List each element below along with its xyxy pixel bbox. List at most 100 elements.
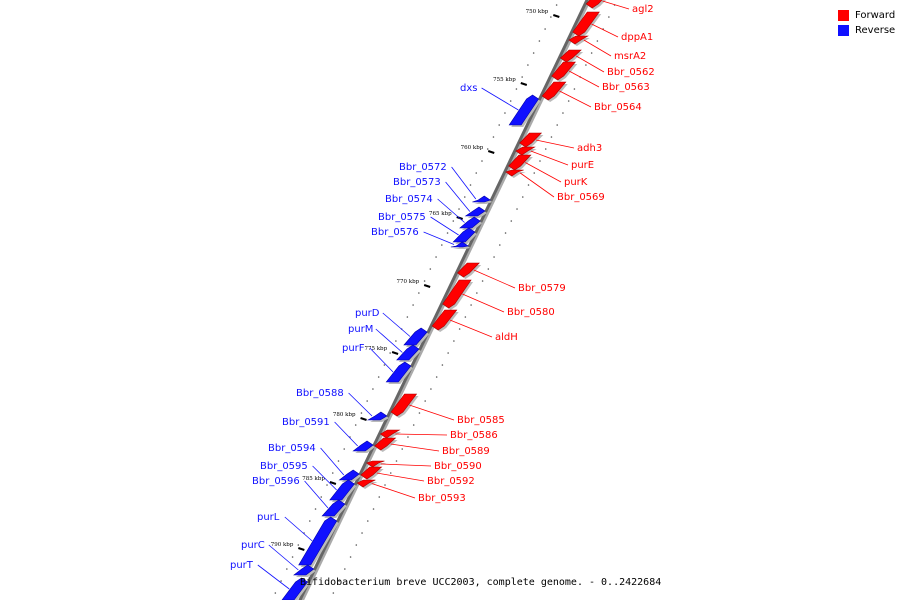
gene-arrow	[403, 327, 428, 346]
guide-dot	[521, 76, 523, 78]
gene-arrow	[321, 499, 346, 517]
guide-dot	[453, 340, 455, 342]
guide-dot	[401, 448, 404, 450]
legend-reverse-label: Reverse	[855, 25, 896, 36]
tick-label: 785 kbp	[302, 476, 325, 482]
gene-leader	[449, 319, 493, 338]
gene-label: adh3	[577, 143, 602, 154]
gene-arrow	[360, 466, 383, 480]
gene-label: Bbr_0564	[594, 102, 642, 113]
tick-mark	[298, 547, 305, 551]
gene-label: Bbr_0591	[282, 417, 330, 428]
gene-arrow	[366, 411, 388, 421]
gene-arrow	[464, 206, 486, 217]
guide-dot	[280, 580, 282, 582]
gene-label: dxs	[460, 83, 477, 94]
guide-dot	[562, 112, 564, 114]
gene-arrow	[298, 516, 338, 566]
gene-label: Bbr_0594	[268, 443, 316, 454]
gene-label: purL	[257, 512, 280, 523]
guide-dot	[470, 304, 472, 306]
guide-dot	[486, 148, 489, 150]
gene-label: Bbr_0595	[260, 461, 308, 472]
gene-label: Bbr_0576	[371, 227, 419, 238]
gene-leader	[376, 472, 425, 482]
gene-label: Bbr_0574	[385, 194, 433, 205]
guide-dot	[354, 424, 357, 426]
gene-arrow	[356, 479, 376, 488]
gene-leader	[583, 39, 612, 57]
guide-dot	[412, 304, 414, 306]
gene-label: Bbr_0588	[296, 388, 344, 399]
guide-dot	[372, 508, 375, 510]
tick-mark	[360, 417, 367, 421]
gene-arrow	[450, 241, 470, 248]
guide-dot	[366, 400, 368, 402]
guide-dot	[338, 580, 340, 582]
guide-dot	[516, 208, 518, 210]
gene-label: Bbr_0586	[450, 430, 498, 441]
gene-leader	[525, 162, 562, 183]
gene-leader	[445, 181, 471, 212]
guide-dot	[567, 100, 570, 102]
tick-label: 780 kbp	[333, 412, 356, 418]
guide-dot	[555, 4, 558, 6]
gene-label: Bbr_0593	[418, 493, 466, 504]
gene-label: purM	[348, 324, 373, 335]
gene-label: Bbr_0563	[602, 82, 650, 93]
gene-arrow	[559, 49, 582, 63]
guide-dot	[441, 244, 443, 246]
guide-dot	[446, 232, 449, 234]
tick-mark	[423, 284, 431, 288]
guide-dot	[441, 364, 444, 366]
tick-label: 755 kbp	[493, 77, 516, 83]
guide-dot	[590, 52, 593, 54]
guide-dot	[366, 520, 369, 522]
guide-dot	[384, 484, 386, 486]
gene-label: Bbr_0580	[507, 307, 555, 318]
reverse-swatch	[838, 25, 849, 36]
gene-leader	[602, 0, 630, 10]
guide-dot	[510, 220, 513, 222]
guide-dot	[544, 148, 547, 150]
tick-label: 770 kbp	[397, 279, 420, 285]
gene-arrow	[365, 460, 385, 468]
guide-dot	[383, 364, 386, 366]
gene-label: Bbr_0572	[399, 162, 447, 173]
guide-dot	[360, 412, 363, 414]
gene-leader	[257, 564, 290, 590]
gene-leader	[409, 404, 455, 421]
guide-dot	[395, 460, 398, 462]
guide-dot	[389, 352, 391, 354]
gene-label: Bbr_0592	[427, 476, 475, 487]
gene-leader	[568, 70, 600, 88]
gene-arrow	[431, 309, 458, 331]
gene-leader	[268, 544, 299, 571]
gene-arrow	[374, 437, 397, 451]
gene-arrow	[519, 132, 543, 148]
gene-arrow	[452, 227, 476, 243]
gene-label: purD	[355, 308, 380, 319]
guide-dot	[487, 268, 490, 270]
guide-dot	[435, 256, 437, 258]
guide-dot	[539, 160, 541, 162]
legend-forward: Forward	[838, 8, 895, 23]
gene-label: purK	[564, 177, 588, 188]
gene-arrow	[505, 169, 524, 177]
gene-label: Bbr_0596	[252, 476, 300, 487]
guide-dot	[452, 220, 455, 222]
tick-label: 775 kbp	[364, 346, 387, 352]
gene-leader	[304, 480, 329, 509]
gene-arrow	[508, 94, 539, 126]
gene-arrow	[508, 154, 532, 171]
guide-dot	[430, 388, 432, 390]
gene-arrow	[385, 361, 412, 383]
gene-leader	[423, 231, 455, 245]
guide-dot	[492, 136, 495, 138]
guide-dot	[533, 172, 536, 174]
guide-dot	[527, 64, 529, 66]
gene-label: Bbr_0589	[442, 446, 490, 457]
guide-dot	[476, 292, 478, 294]
guide-dot	[343, 448, 346, 450]
